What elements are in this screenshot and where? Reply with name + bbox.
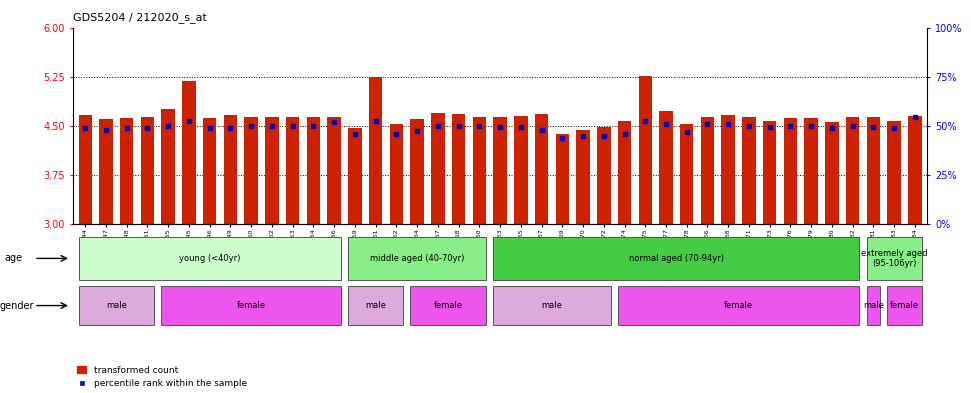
Bar [867,117,880,224]
Legend: transformed count, percentile rank within the sample: transformed count, percentile rank withi… [78,366,247,389]
Bar [887,286,921,325]
Bar [825,122,839,224]
Bar [804,118,818,224]
Bar [183,81,196,224]
Bar [763,121,777,224]
Bar [452,114,465,224]
Bar [493,117,507,224]
Bar [867,286,880,325]
Bar [389,124,403,224]
Bar [659,111,673,224]
Bar [618,286,859,325]
Text: female: female [890,301,920,310]
Text: young (<40yr): young (<40yr) [179,254,241,263]
Text: male: male [106,301,127,310]
Bar [846,117,859,224]
Text: female: female [237,301,266,310]
Bar [349,128,361,224]
Bar [742,117,755,224]
Bar [431,113,445,224]
Bar [245,117,258,224]
Bar [639,76,652,224]
Bar [79,286,154,325]
Bar [307,117,320,224]
Text: male: male [365,301,386,310]
Text: extremely aged
(95-106yr): extremely aged (95-106yr) [861,249,927,268]
Bar [887,121,901,224]
Bar [223,115,237,224]
Bar [701,117,715,224]
Bar [597,127,611,224]
Bar [120,118,133,224]
Bar [493,237,859,280]
Text: middle aged (40-70yr): middle aged (40-70yr) [370,254,464,263]
Bar [721,115,735,224]
Bar [369,77,383,224]
Bar [327,117,341,224]
Bar [514,116,527,224]
Bar [285,117,299,224]
Bar [535,114,549,224]
Text: normal aged (70-94yr): normal aged (70-94yr) [629,254,723,263]
Bar [908,116,921,224]
Bar [79,237,341,280]
Bar [411,119,424,224]
Text: male: male [542,301,562,310]
Text: age: age [5,253,23,263]
Bar [349,237,486,280]
Text: female: female [434,301,463,310]
Bar [555,134,569,224]
Bar [576,130,589,224]
Text: GDS5204 / 212020_s_at: GDS5204 / 212020_s_at [73,12,207,23]
Bar [349,286,403,325]
Bar [161,286,341,325]
Bar [411,286,486,325]
Text: female: female [724,301,753,310]
Bar [867,237,921,280]
Bar [141,117,154,224]
Bar [161,109,175,224]
Text: male: male [863,301,884,310]
Bar [473,117,486,224]
Bar [784,118,797,224]
Bar [203,118,217,224]
Bar [99,119,113,224]
Bar [680,124,693,224]
Bar [493,286,611,325]
Bar [618,121,631,224]
Bar [265,117,279,224]
Bar [79,115,92,224]
Text: gender: gender [0,301,35,310]
